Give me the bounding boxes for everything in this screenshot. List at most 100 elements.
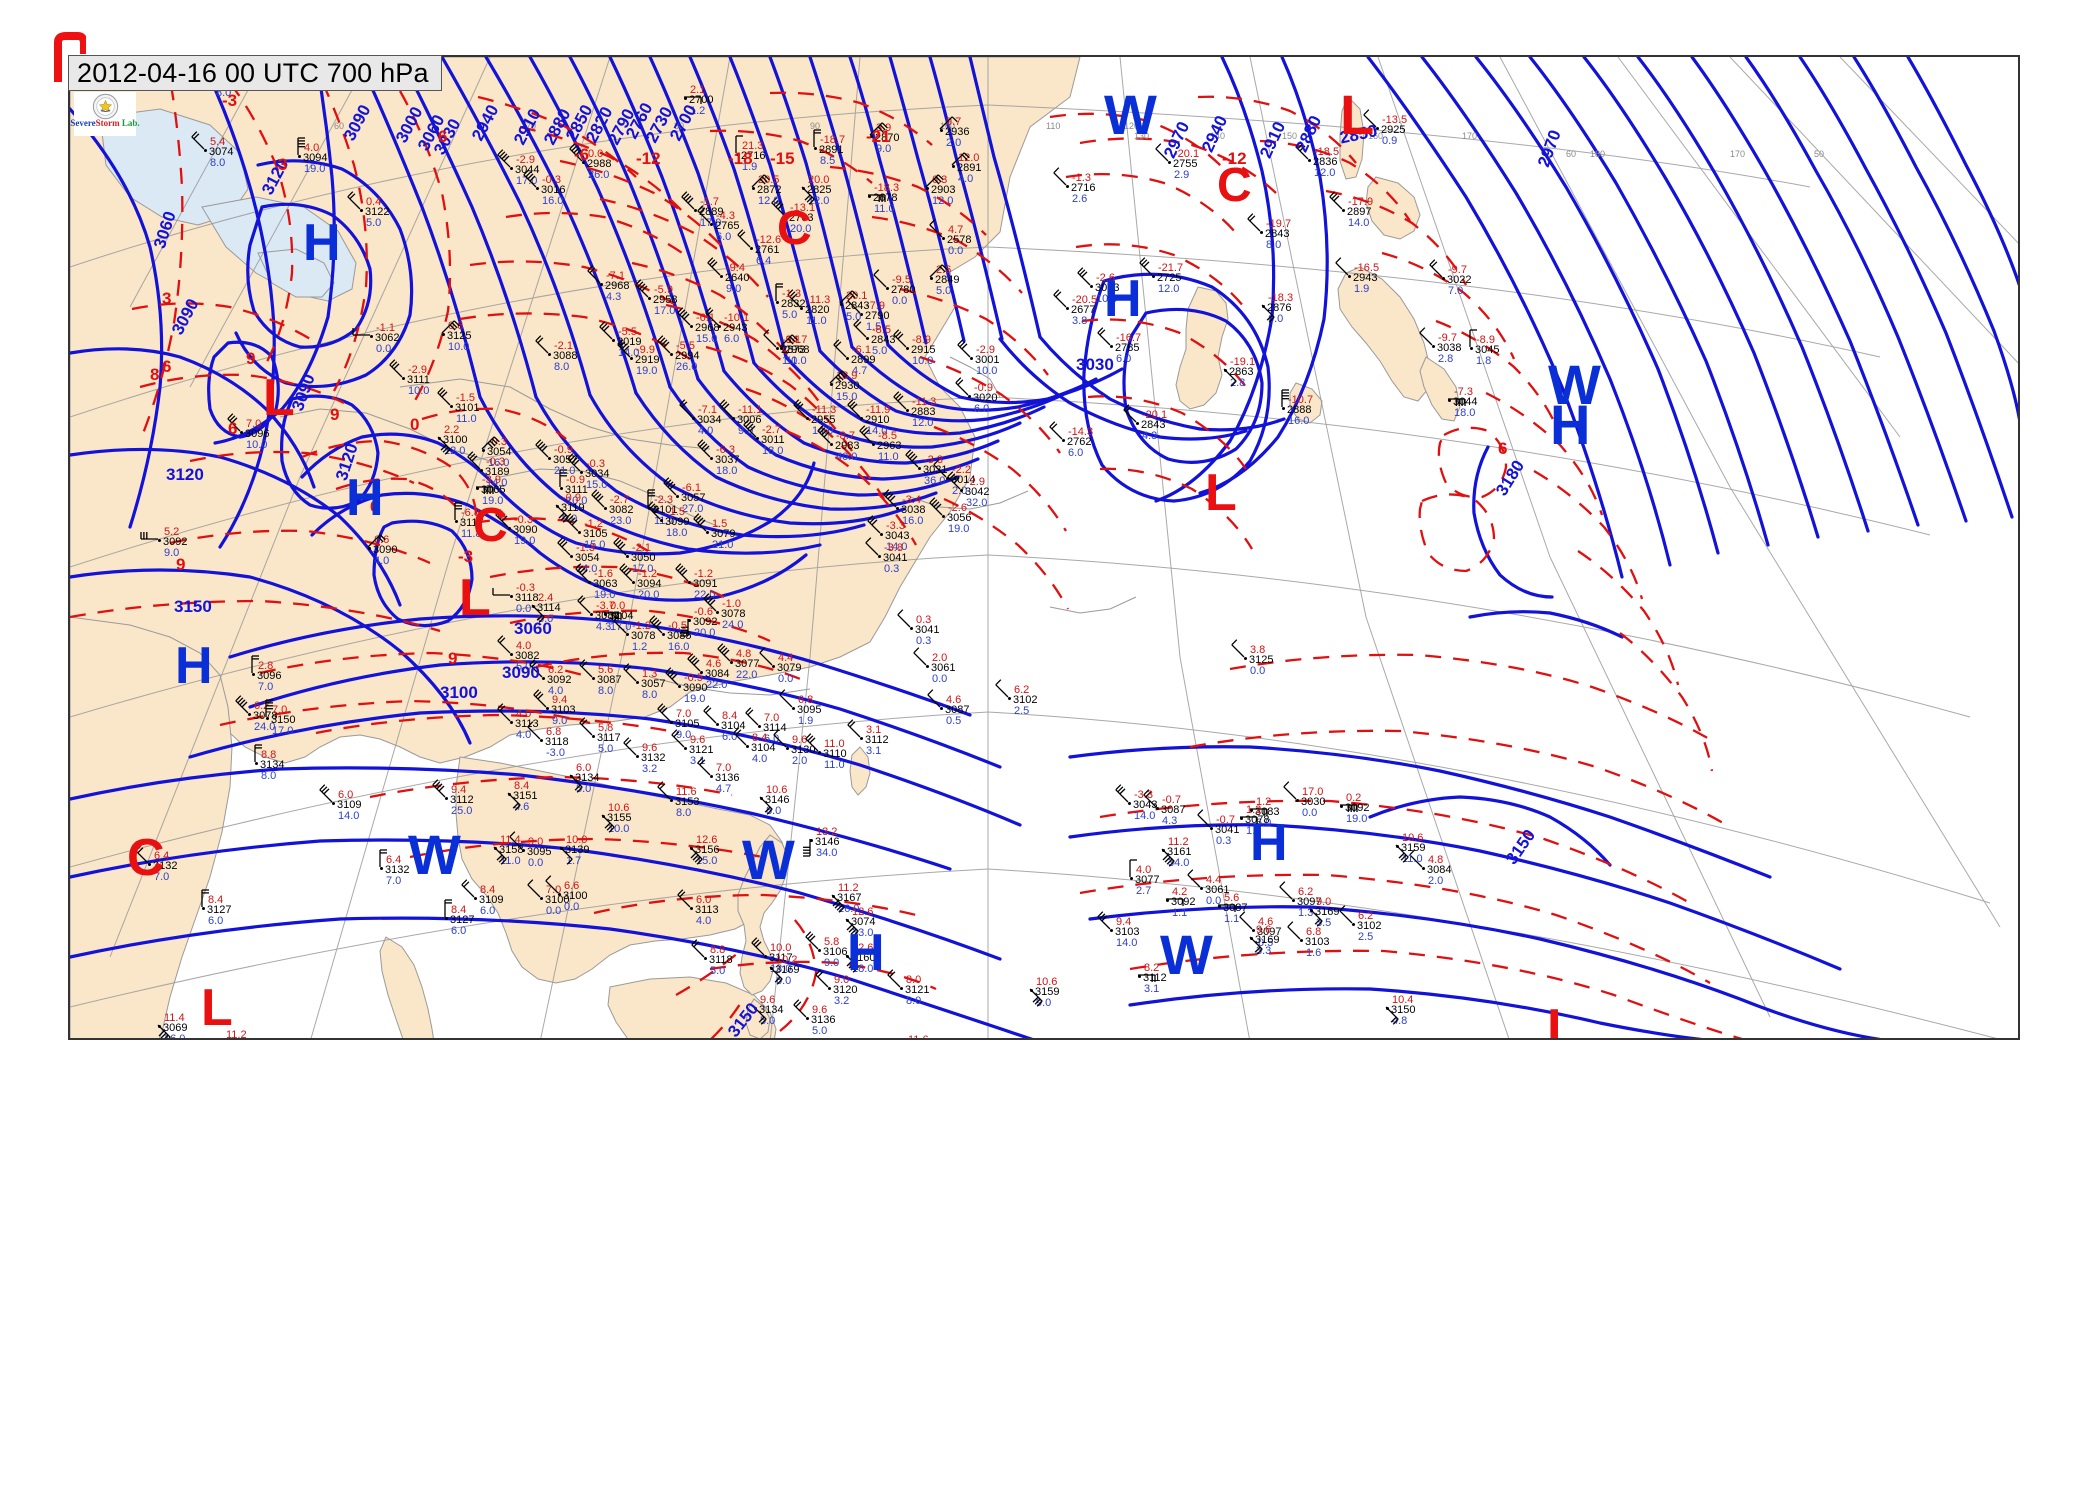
station-dot (558, 893, 561, 896)
wind-barb-icon (771, 197, 785, 216)
station-dot (960, 489, 963, 492)
station-temperature: -19.7 (1266, 218, 1292, 230)
station-dot (690, 325, 693, 328)
station-temperature: 17.0 (1302, 786, 1324, 798)
station-dewpoint-depression: 9.0 (824, 957, 840, 969)
station-dot (860, 737, 863, 740)
wind-barb-icon (579, 717, 593, 736)
graticule-label: 120 (1124, 121, 1140, 131)
station-height: 2943 (1353, 272, 1378, 284)
station-height: 2915 (911, 344, 936, 356)
wind-barb-icon (681, 619, 689, 637)
station-height: 3117 (769, 952, 793, 964)
station-temperature: -3.3 (886, 520, 905, 532)
wind-barb-icon (689, 846, 703, 865)
wind-barb-icon (1029, 988, 1043, 1007)
station-dewpoint-depression: 0.9 (1382, 135, 1398, 147)
station-dewpoint-depression: 1.9 (742, 161, 758, 173)
wind-barb-icon (591, 489, 605, 508)
station-dewpoint-depression: 3.1 (866, 745, 882, 757)
station-temperature: -7.1 (698, 404, 717, 416)
station-dot (806, 417, 809, 420)
station-dewpoint-depression: 1.7 (566, 855, 582, 867)
wind-barb-icon (1129, 859, 1137, 877)
station-height: 3134 (575, 772, 600, 784)
station-dewpoint-depression: 16.0 (1288, 415, 1310, 427)
wind-barb-icon (617, 339, 631, 358)
station-dewpoint-depression: 5.0 (872, 345, 888, 357)
station-dot (670, 721, 673, 724)
station-dot (784, 215, 787, 218)
wind-barb-icon (657, 781, 671, 800)
station-height: 2930 (835, 380, 860, 392)
station-height: 3074 (209, 146, 234, 158)
wind-barb-icon (697, 757, 711, 776)
wind-barb-icon (813, 129, 821, 147)
wind-barb-icon (687, 653, 701, 672)
station-temperature: 8.4 (752, 732, 768, 744)
graticule-label: 130 (1134, 131, 1150, 141)
wind-barb-icon (1143, 789, 1157, 808)
wind-barb-icon (793, 399, 807, 418)
station-dewpoint-depression: 14.0 (1116, 937, 1138, 949)
wind-barb-icon (492, 588, 510, 596)
wind-barb-icon (1247, 213, 1261, 232)
station-height: 3097 (1297, 896, 1322, 908)
station-dot (510, 653, 513, 656)
wind-barb-icon (847, 399, 861, 418)
station-dot (510, 721, 513, 724)
wind-barb-icon (1097, 911, 1111, 930)
wind-barb-icon (623, 663, 637, 682)
station-temperature: 6.4 (154, 850, 170, 862)
station-dot (522, 849, 525, 852)
wind-barb-icon (801, 186, 815, 205)
station-height: 3095 (527, 846, 552, 858)
wind-barb-icon (529, 659, 543, 678)
station-dot (758, 725, 761, 728)
station-height: 3106 (823, 946, 848, 958)
logo-word-lab: Lab. (121, 118, 140, 128)
station-temperature: 6.0 (338, 789, 354, 801)
wind-barb-icon (265, 699, 273, 717)
wind-barb-icon (805, 733, 819, 752)
station-dewpoint-depression: 8.0 (642, 689, 658, 701)
station-height: 2873 (781, 344, 806, 356)
station-dewpoint-depression: 11.0 (1402, 853, 1423, 865)
station-height: 3019 (617, 336, 642, 348)
station-dewpoint-depression: 5.0 (812, 1025, 828, 1037)
station-dot (266, 717, 269, 720)
wind-barb-icon (1138, 974, 1156, 982)
station-dewpoint-depression: 8.0 (1266, 239, 1282, 251)
wind-barb-icon (657, 703, 671, 722)
station-dewpoint-depression: 0.0 (948, 245, 964, 257)
station-height: 3087 (945, 704, 970, 716)
station-dewpoint-depression: 4.7 (852, 365, 868, 377)
station-temperature: 4.4 (778, 652, 794, 664)
station-height: 3169 (1255, 934, 1280, 946)
wind-barb-icon (623, 737, 637, 756)
station-dewpoint-depression: 22.0 (706, 679, 728, 691)
station-dot (1168, 161, 1171, 164)
station-height: 2958 (653, 294, 678, 306)
station-dewpoint-depression: 0.3 (1216, 835, 1232, 847)
station-dewpoint-depression: 15.0 (836, 391, 858, 403)
wind-barb-icon (601, 814, 615, 833)
station-dewpoint-depression: 19.0 (948, 523, 970, 535)
station-height: 2988 (587, 158, 612, 170)
station-height: 2994 (675, 350, 700, 362)
wind-barb-icon (497, 703, 511, 722)
station-temperature: 4.0 (516, 640, 532, 652)
station-dewpoint-depression: 32.0 (966, 497, 988, 509)
station-height: 3090 (683, 682, 708, 694)
wind-barb-icon (1161, 848, 1175, 867)
wind-barb-icon (867, 515, 881, 534)
station-height: 3110 (823, 748, 847, 760)
station-height: 2903 (931, 184, 956, 196)
station-dewpoint-depression: 7.0 (1448, 285, 1464, 297)
isotherm-label: 0 (410, 415, 420, 434)
station-height: 3136 (715, 772, 740, 784)
station-dot (202, 907, 205, 910)
station-dewpoint-depression: 13.0 (770, 963, 792, 975)
station-temperature: -1.2 (632, 620, 651, 632)
station-height: 2785 (1115, 342, 1140, 354)
